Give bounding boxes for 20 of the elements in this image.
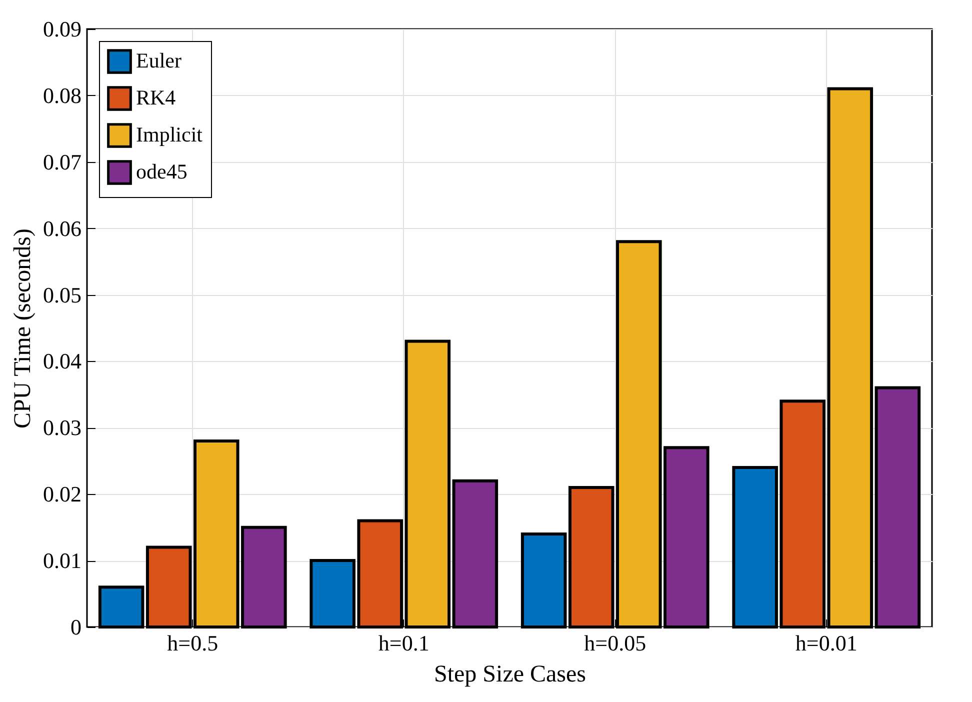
- y-tick-label: 0.02: [43, 482, 82, 507]
- y-axis-title: CPU Time (seconds): [10, 228, 36, 429]
- legend-label: Implicit: [136, 122, 203, 146]
- legend-label: Euler: [136, 48, 182, 72]
- x-tick-label: h=0.05: [584, 630, 646, 656]
- legend-label: RK4: [136, 86, 176, 110]
- y-tick-label: 0.06: [43, 216, 82, 241]
- y-tick-label: 0.01: [43, 548, 82, 574]
- y-tick-label: 0.07: [43, 149, 82, 174]
- x-tick-label: h=0.5: [167, 630, 218, 656]
- y-tick-label: 0: [70, 614, 82, 640]
- x-tick-label: h=0.1: [378, 630, 430, 656]
- legend-label: ode45: [136, 160, 188, 184]
- y-tick-label: 0.04: [43, 348, 82, 374]
- y-tick-label: 0.09: [43, 16, 82, 42]
- x-tick-label: h=0.01: [795, 630, 858, 656]
- y-tick-label: 0.05: [43, 282, 82, 308]
- y-tick-label: 0.03: [43, 415, 82, 440]
- x-axis-title: Step Size Cases: [434, 662, 586, 688]
- y-tick-label: 0.08: [43, 82, 82, 108]
